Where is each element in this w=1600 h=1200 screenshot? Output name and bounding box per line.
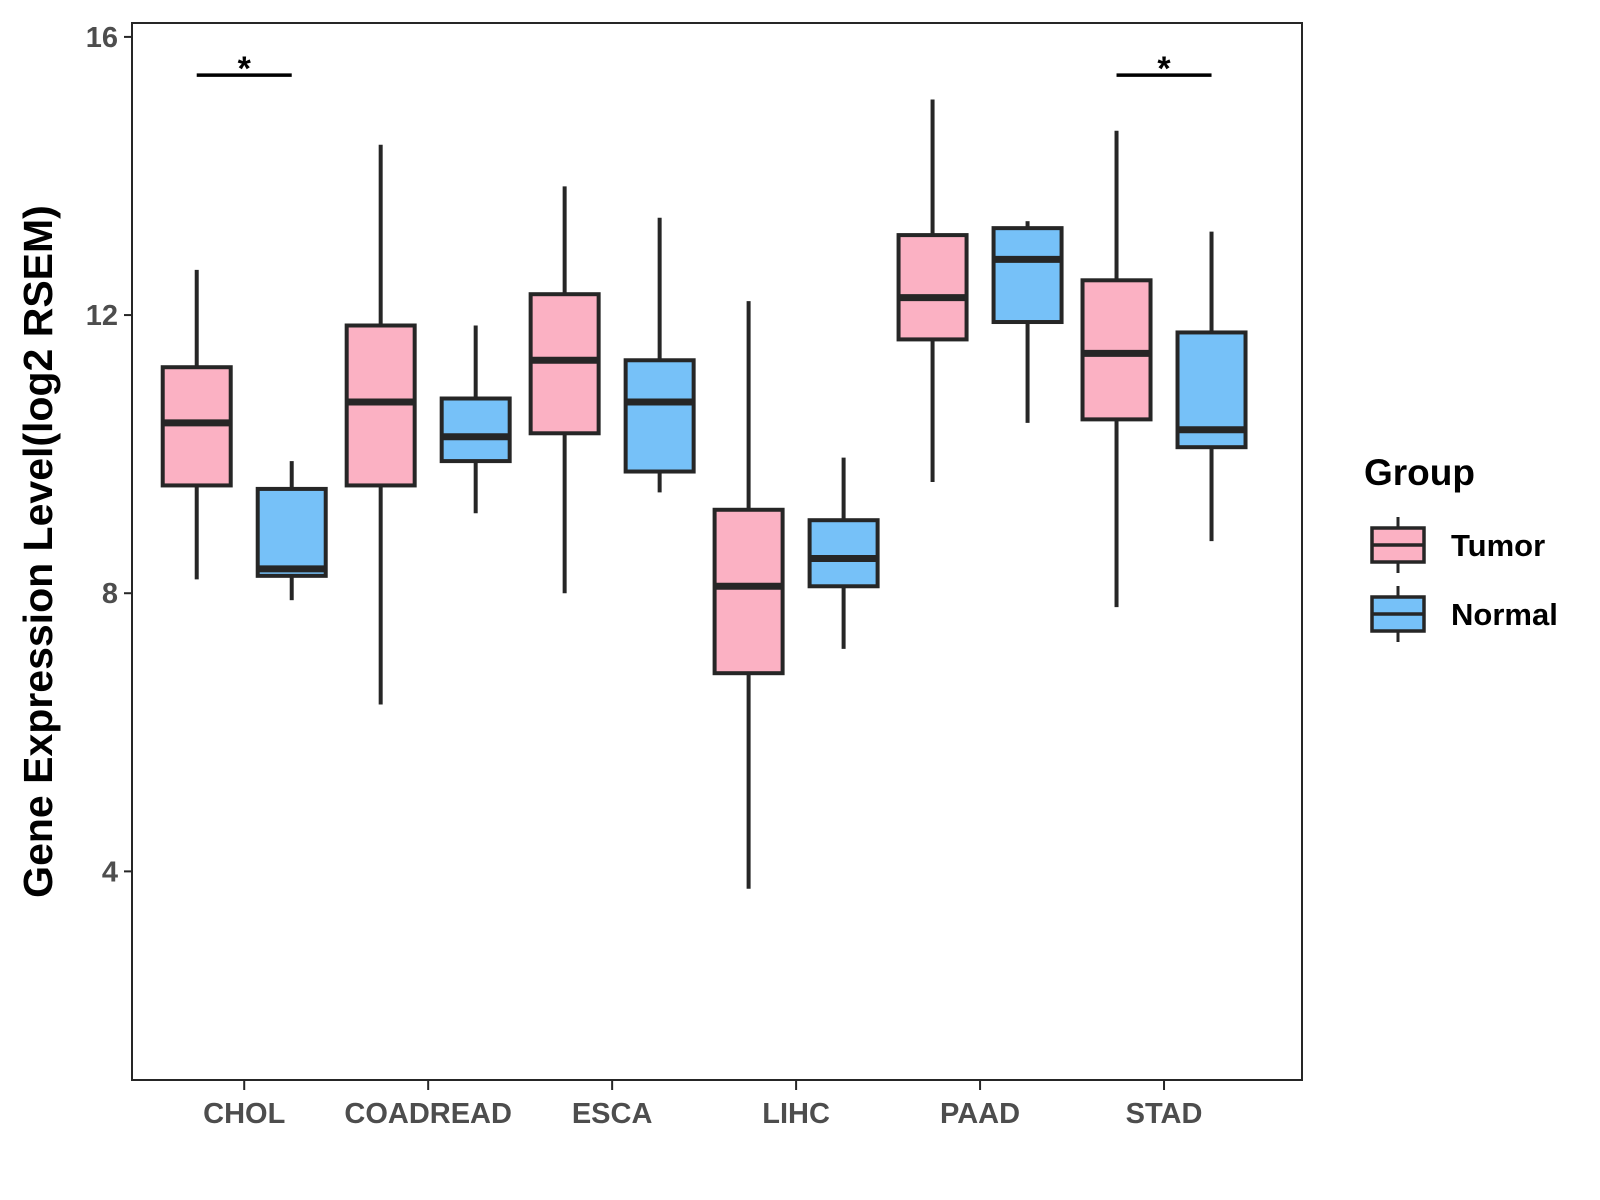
iqr-box	[991, 226, 1064, 325]
iqr-box	[896, 233, 969, 342]
axes: 4 8 12 16 CHOL COADREAD ESCA LIHC PAAD STAD	[86, 22, 1303, 1130]
y-axis-title: Gene Expression Level(log2 RSEM)	[15, 205, 61, 898]
legend-item-normal: Normal	[1370, 586, 1558, 642]
x-tick-label-coadread: COADREAD	[344, 1098, 512, 1130]
x-tick-label-chol: CHOL	[203, 1098, 285, 1130]
legend-label-normal: Normal	[1451, 597, 1558, 632]
iqr-box	[255, 486, 328, 578]
x-tick-label-stad: STAD	[1126, 1098, 1203, 1130]
iqr-box	[439, 396, 512, 464]
y-tick-label: 16	[86, 22, 118, 54]
box-tumor-chol	[160, 269, 233, 580]
y-tick-label: 8	[102, 578, 118, 610]
significance-star-chol: *	[238, 50, 252, 88]
box-tumor-lihc	[712, 301, 785, 889]
legend: Group Tumor Normal	[1364, 452, 1558, 642]
box-tumor-coadread	[344, 144, 417, 705]
x-tick-label-esca: ESCA	[572, 1098, 653, 1130]
box-normal-lihc	[807, 457, 880, 649]
x-tick-label-paad: PAAD	[940, 1098, 1020, 1130]
box-normal-chol	[255, 461, 328, 601]
y-tick-label: 12	[86, 300, 118, 332]
box-tumor-esca	[528, 186, 601, 594]
box-tumor-paad	[896, 99, 969, 482]
box-tumor-stad	[1080, 130, 1153, 608]
box-normal-stad	[1175, 231, 1248, 542]
plot-area: * *	[160, 50, 1248, 889]
legend-label-tumor: Tumor	[1451, 528, 1545, 563]
significance-star-stad: *	[1157, 50, 1171, 88]
iqr-box	[712, 507, 785, 676]
box-normal-coadread	[439, 325, 512, 514]
iqr-box	[807, 518, 880, 589]
panel-border	[131, 22, 1303, 1081]
legend-title: Group	[1364, 452, 1475, 493]
iqr-box	[623, 358, 696, 474]
box-normal-paad	[991, 221, 1064, 423]
y-tick-label: 4	[102, 856, 118, 888]
legend-item-tumor: Tumor	[1370, 517, 1545, 573]
box-normal-esca	[623, 217, 696, 493]
x-tick-label-lihc: LIHC	[762, 1098, 830, 1130]
